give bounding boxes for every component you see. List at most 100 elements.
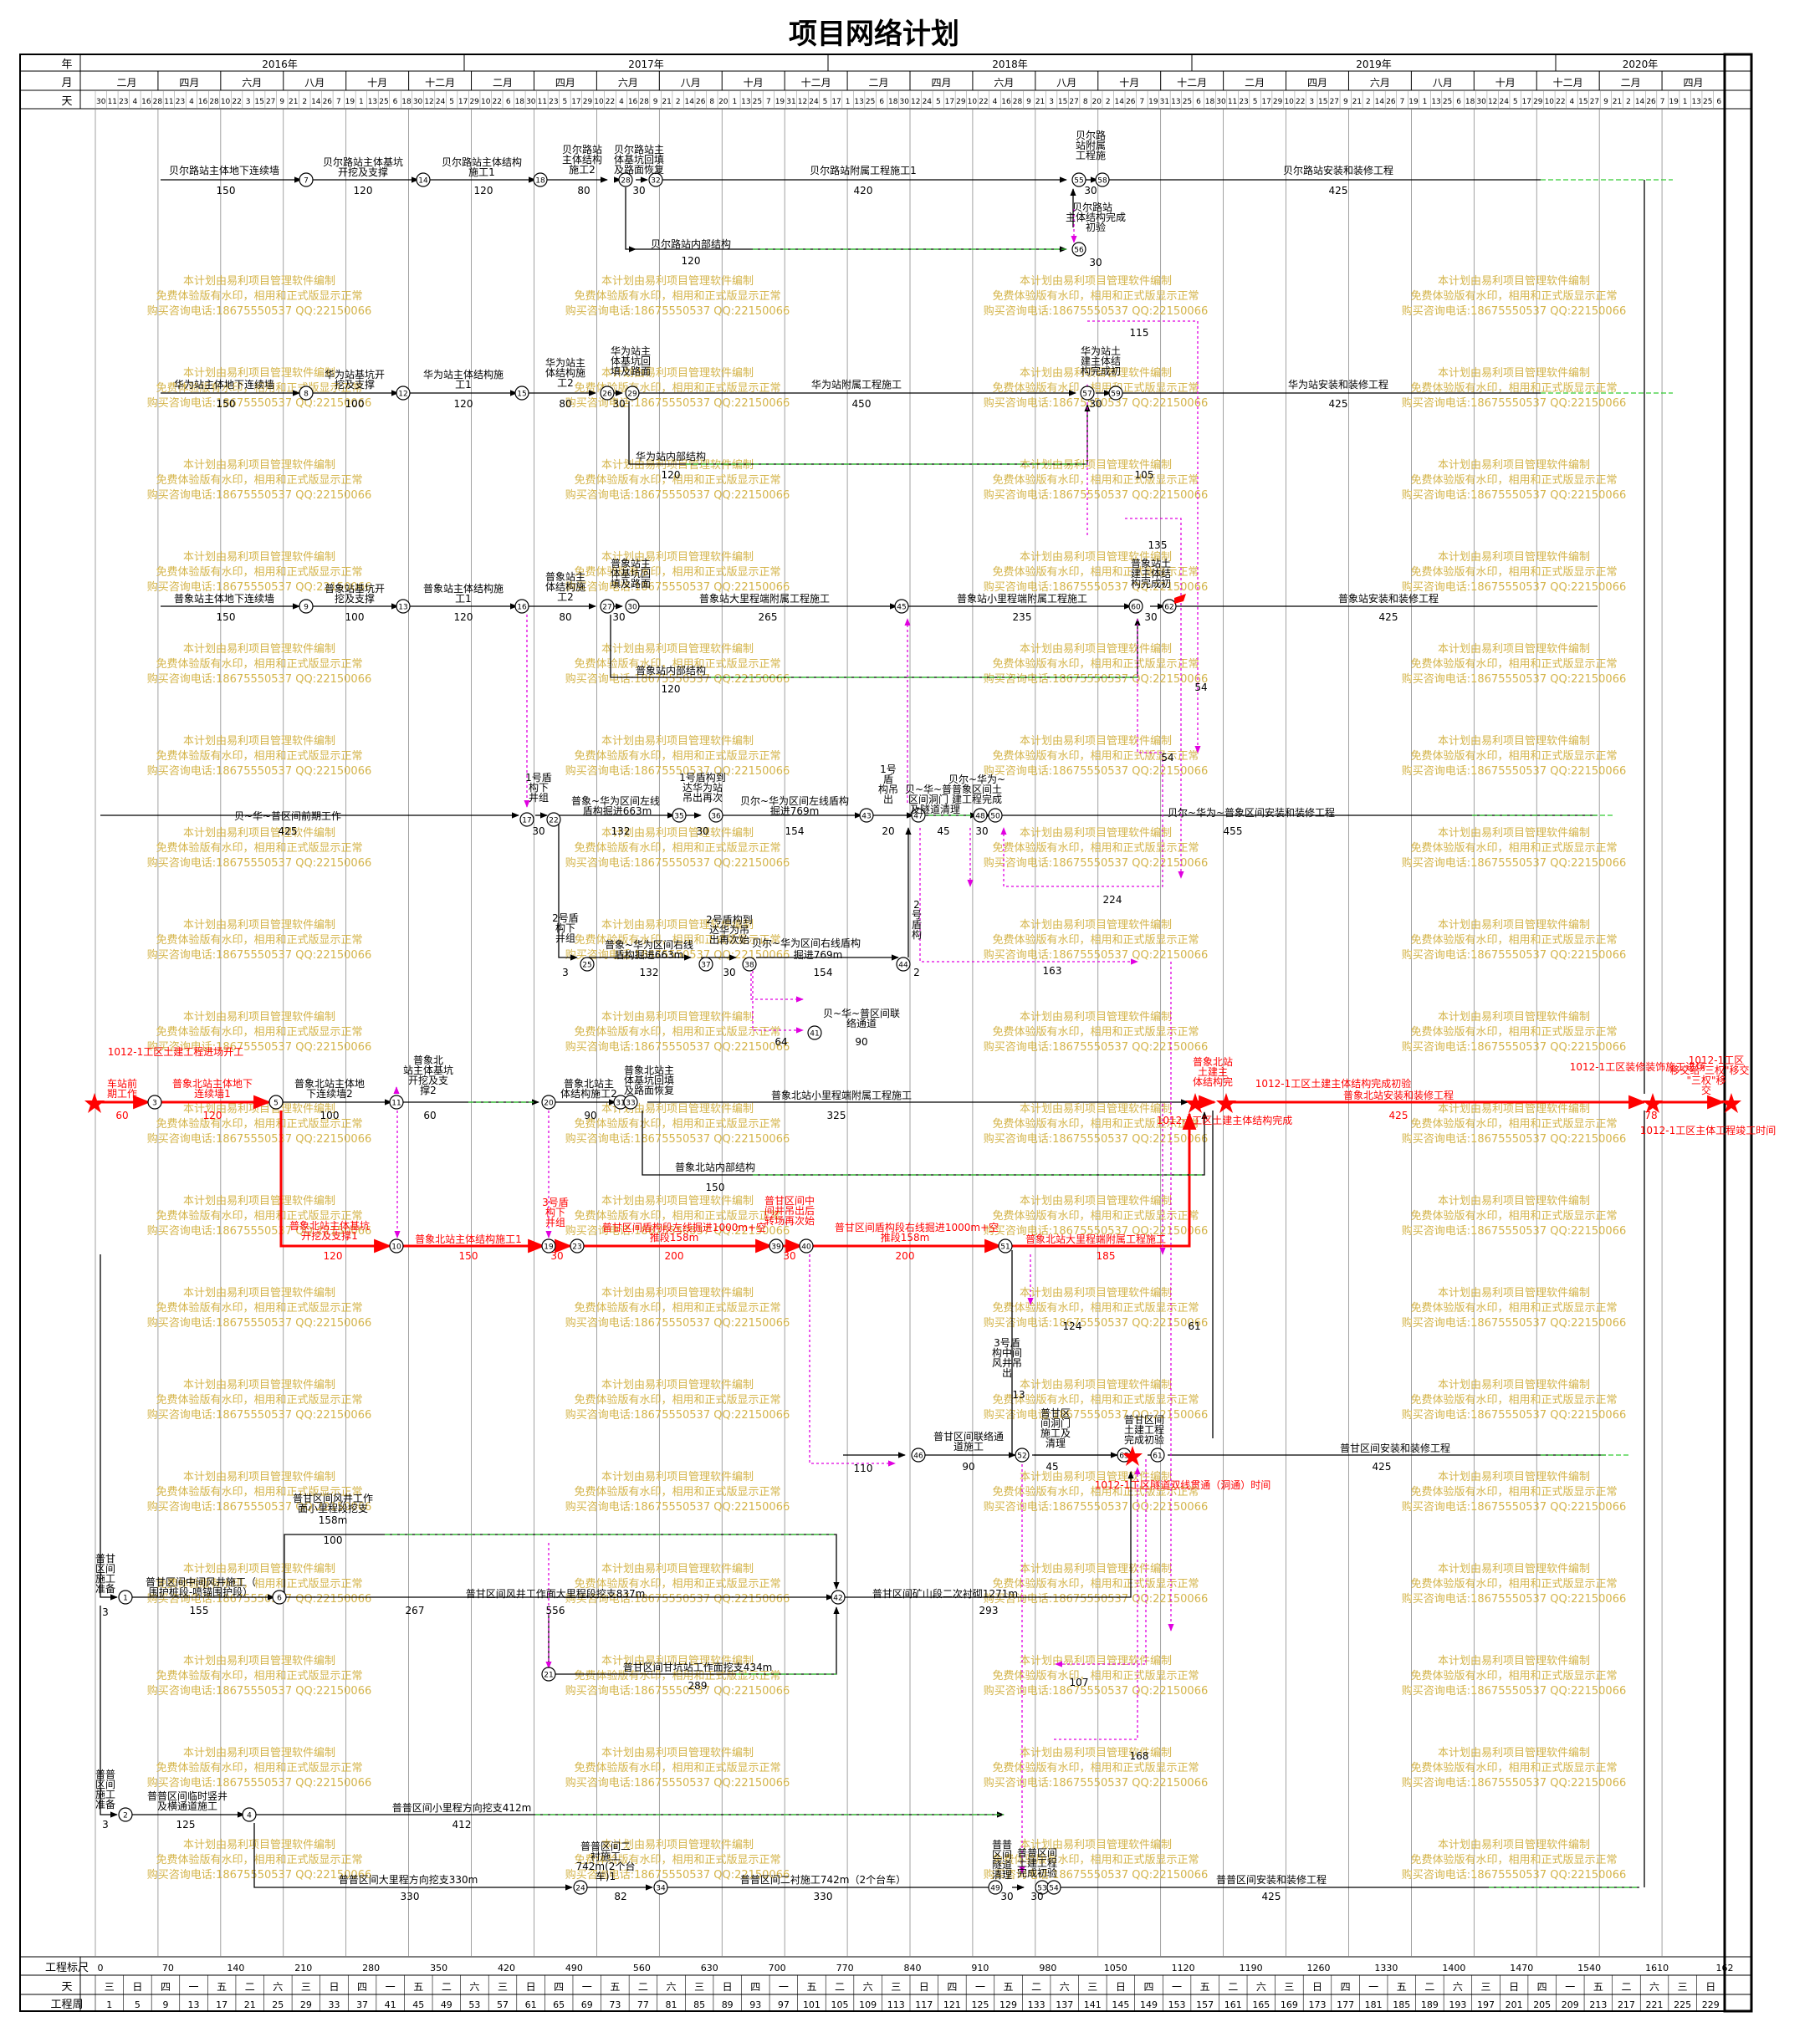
watermark-text: 本计划由易利项目管理软件编制 <box>601 1655 754 1667</box>
event-node <box>573 1880 588 1895</box>
watermark-text: 购买咨询电话:18675550537 QQ:22150066 <box>147 1224 372 1238</box>
month-label: 十二月 <box>425 77 455 89</box>
day-tick-label: 21 <box>1613 98 1622 106</box>
activity-label: 构下 <box>529 781 549 794</box>
activity-label: 完成初验 <box>1124 1433 1164 1446</box>
watermark-text: 免费体验版有水印，相用和正式版显示正常 <box>156 1577 362 1591</box>
watermark-text: 免费体验版有水印，相用和正式版显示正常 <box>1410 1301 1617 1315</box>
day-tick-label: 12 <box>1488 98 1497 106</box>
month-label: 二月 <box>116 77 136 89</box>
activity-label: 华为站附属工程施工 <box>811 378 902 391</box>
activity-label: 施工2 <box>569 164 596 176</box>
activity-label: 主体结构 <box>562 153 602 166</box>
activity-label: 2号盾构到 <box>706 913 753 926</box>
activity-label: 20 <box>882 825 894 837</box>
watermark-text: 本计划由易利项目管理软件编制 <box>1438 1195 1590 1208</box>
event-node <box>396 599 411 614</box>
watermark-text: 购买咨询电话:18675550537 QQ:22150066 <box>1402 396 1627 410</box>
event-node <box>742 957 757 972</box>
watermark-text: 本计划由易利项目管理软件编制 <box>1438 735 1590 748</box>
watermark-text: 购买咨询电话:18675550537 QQ:22150066 <box>984 1868 1209 1882</box>
day-tick-label: 7 <box>1139 98 1144 106</box>
watermark-text: 本计划由易利项目管理软件编制 <box>183 1287 335 1300</box>
day-tick-label: 5 <box>823 98 828 106</box>
day-tick-label: 10 <box>1545 98 1555 106</box>
day-tick-label: 16 <box>198 98 208 106</box>
watermark-text: 购买咨询电话:18675550537 QQ:22150066 <box>984 1224 1209 1238</box>
weekday-label: 四 <box>161 1981 171 1993</box>
activity-label: 挖及支撑 <box>335 592 375 605</box>
bottom-scale: 0 70 140 210 280 350 420 490 560 630 700 770 840 910 9… <box>95 1963 1734 2011</box>
activity-label: 贝尔路站安装和装修工程 <box>1283 164 1393 176</box>
watermark-text: 购买咨询电话:18675550537 QQ:22150066 <box>565 1868 790 1882</box>
activity-label: 普象北站内部结构 <box>675 1161 755 1173</box>
week-label: 37 <box>356 1999 368 2010</box>
scale-tick-label: 910 <box>971 1963 989 1974</box>
watermark-text: 购买咨询电话:18675550537 QQ:22150066 <box>147 304 372 318</box>
activity-label: 普普区间 <box>1017 1847 1057 1859</box>
activity-label: 80 <box>577 185 590 197</box>
day-tick-label: 6 <box>1716 98 1721 106</box>
activity-label: 转场再次始 <box>764 1214 815 1227</box>
activity-label: 普普区间安装和装修工程 <box>1216 1873 1327 1886</box>
activity-label: 构中间 <box>992 1346 1022 1359</box>
weekday-label: 三 <box>891 1981 901 1993</box>
month-label: 二月 <box>869 77 889 89</box>
watermark-text: 购买咨询电话:18675550537 QQ:22150066 <box>984 1316 1209 1330</box>
watermark-text: 购买咨询电话:18675550537 QQ:22150066 <box>1402 580 1627 594</box>
watermark-text: 免费体验版有水印，相用和正式版显示正常 <box>574 933 780 947</box>
week-label: 109 <box>859 1999 877 2010</box>
watermark-text: 购买咨询电话:18675550537 QQ:22150066 <box>1402 1316 1627 1330</box>
activity-label: 普甘区间甘坑站工作面挖支434m <box>623 1661 773 1673</box>
watermark-text: 免费体验版有水印，相用和正式版显示正常 <box>992 1209 1199 1223</box>
event-node <box>389 1095 404 1110</box>
activity-label: 455 <box>1224 825 1243 837</box>
watermark-text: 购买咨询电话:18675550537 QQ:22150066 <box>565 304 790 318</box>
event-node-number: 12 <box>398 391 407 399</box>
event-node-number: 18 <box>535 177 545 186</box>
weekday-label: 一 <box>779 1981 789 1993</box>
bottom-label-scale: 工程标尺 <box>45 1962 89 1974</box>
day-tick-label: 1 <box>1423 98 1428 106</box>
scale-tick-label: 1260 <box>1307 1963 1331 1974</box>
watermark-text: 本计划由易利项目管理软件编制 <box>1438 1747 1590 1759</box>
day-tick-label: 30 <box>900 98 910 106</box>
watermark-text: 免费体验版有水印，相用和正式版显示正常 <box>1410 1853 1617 1866</box>
activity-label: 普甘区间风井工作面大里程段挖支837m <box>466 1587 646 1600</box>
day-tick-label: 11 <box>164 98 173 106</box>
activity-label: 贝尔路站内部结构 <box>651 237 731 250</box>
event-node-number: 20 <box>544 1100 554 1108</box>
watermark-text: 免费体验版有水印，相用和正式版显示正常 <box>574 1577 780 1591</box>
weekday-label: 三 <box>1284 1981 1294 1993</box>
watermark-text: 免费体验版有水印，相用和正式版显示正常 <box>156 841 362 855</box>
weekday-label: 五 <box>1593 1981 1603 1993</box>
activity-label: 45 <box>1045 1461 1058 1473</box>
weekday-label: 日 <box>526 1981 536 1993</box>
activity-label: 120 <box>354 185 373 197</box>
activity-label: 普象站小里程端附属工程施工 <box>957 592 1087 605</box>
event-node-number: 15 <box>517 391 526 399</box>
activity-label: 体基坑回 <box>611 567 651 580</box>
day-tick-label: 29 <box>1533 98 1543 106</box>
activity-label: 1号盾 <box>525 772 552 784</box>
activity-label: 填及路面 <box>611 577 651 590</box>
activity-label: 普象站主 <box>545 571 585 583</box>
event-node <box>1162 599 1177 614</box>
scale-tick-label: 0 <box>98 1963 104 1974</box>
event-node-number: 4 <box>247 1812 252 1820</box>
watermark-text: 购买咨询电话:18675550537 QQ:22150066 <box>984 304 1209 318</box>
activity-label: 道施工 <box>953 1441 984 1453</box>
weekday-label: 日 <box>132 1981 142 1993</box>
activity-label: 330 <box>814 1891 833 1902</box>
watermark-text: 购买咨询电话:18675550537 QQ:22150066 <box>984 1408 1209 1422</box>
activity-label: 224 <box>1103 894 1122 906</box>
activity-label: 普象北站主体地下 <box>172 1078 253 1090</box>
week-label: 181 <box>1365 1999 1383 2010</box>
event-node-number: 3 <box>152 1100 157 1108</box>
activity-label: 开挖及支撑1 <box>301 1229 358 1242</box>
activity-label: 普普区间临时竖井 <box>147 1790 228 1802</box>
event-node-number: 29 <box>627 391 637 399</box>
event-node-number: 7 <box>304 177 309 186</box>
day-tick-label: 4 <box>619 98 624 106</box>
